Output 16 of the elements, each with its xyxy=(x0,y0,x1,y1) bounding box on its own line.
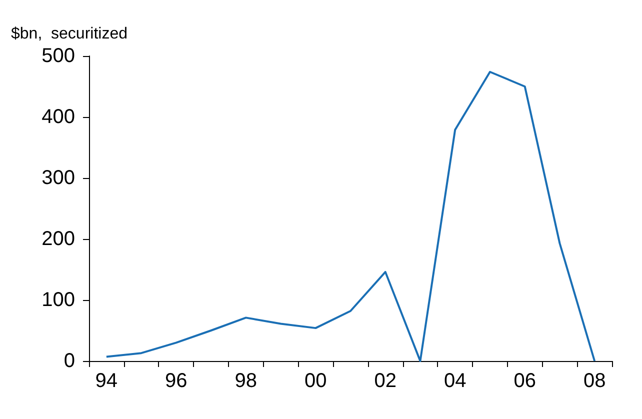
x-tick-label: 00 xyxy=(304,370,327,392)
x-tick-label: 06 xyxy=(514,370,536,392)
x-tick-label: 96 xyxy=(165,370,188,392)
y-tick-label: 500 xyxy=(42,45,75,67)
y-tick-label: 400 xyxy=(42,106,75,128)
y-tick-label: 0 xyxy=(64,350,75,372)
y-axis-title: $bn, securitized xyxy=(11,26,128,42)
y-tick-label: 100 xyxy=(42,289,75,311)
x-tick-label: 02 xyxy=(374,370,396,392)
x-tick-label: 98 xyxy=(234,370,258,392)
x-tick-label: 04 xyxy=(444,370,466,392)
y-tick-label: 200 xyxy=(42,228,75,250)
x-tick-label: 08 xyxy=(583,370,606,392)
y-tick-label: 300 xyxy=(42,167,75,189)
x-tick-label: 94 xyxy=(95,370,118,392)
line-series xyxy=(105,70,596,362)
